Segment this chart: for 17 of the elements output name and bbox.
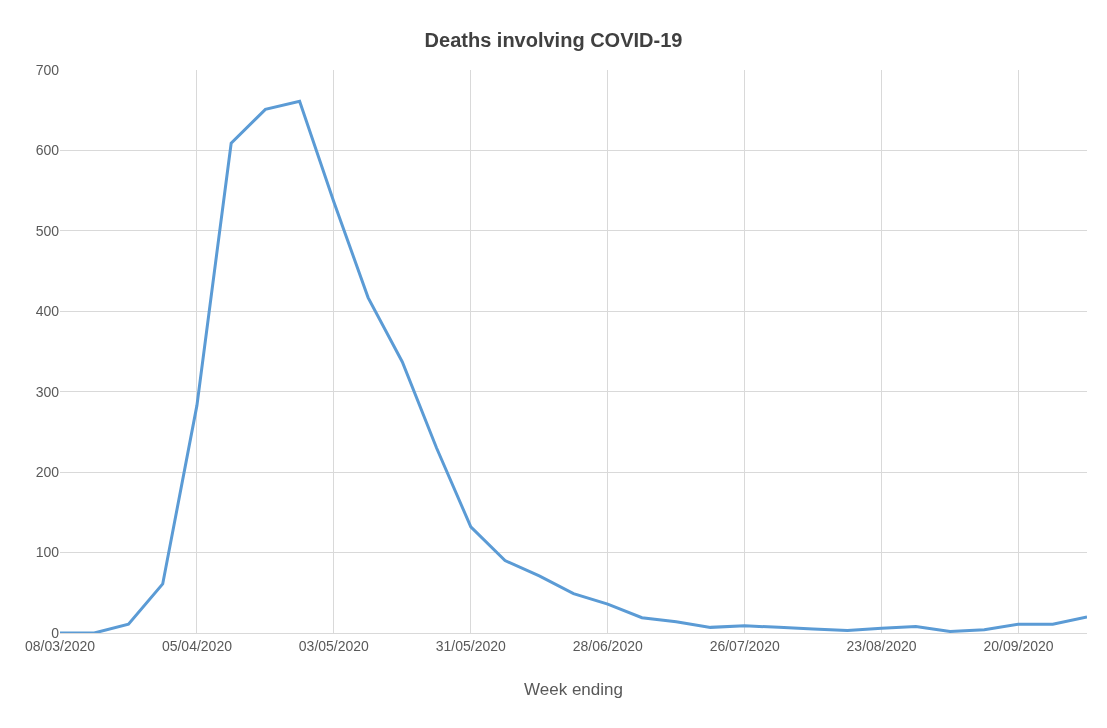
x-tick-label: 20/09/2020	[983, 637, 1054, 654]
y-tick-label: 200	[35, 464, 60, 481]
x-tick-label: 31/05/2020	[435, 637, 507, 654]
y-tick-label: 700	[35, 61, 60, 78]
line-series	[60, 99, 1087, 633]
y-tick-label: 100	[35, 544, 60, 561]
x-tick-label: 26/07/2020	[709, 637, 780, 654]
x-tick-label: 05/04/2020	[161, 637, 233, 654]
y-tick-label: 300	[35, 383, 60, 400]
x-tick-label: 23/08/2020	[846, 637, 917, 654]
x-axis-title: Week ending	[524, 680, 623, 700]
y-tick-label: 400	[35, 303, 60, 320]
x-tick-label: 28/06/2020	[572, 637, 643, 654]
chart-title: Deaths involving COVID-19	[424, 28, 683, 51]
y-tick-label: 600	[35, 142, 60, 159]
y-tick-label: 500	[35, 222, 60, 239]
x-tick-label: 03/05/2020	[298, 637, 370, 654]
